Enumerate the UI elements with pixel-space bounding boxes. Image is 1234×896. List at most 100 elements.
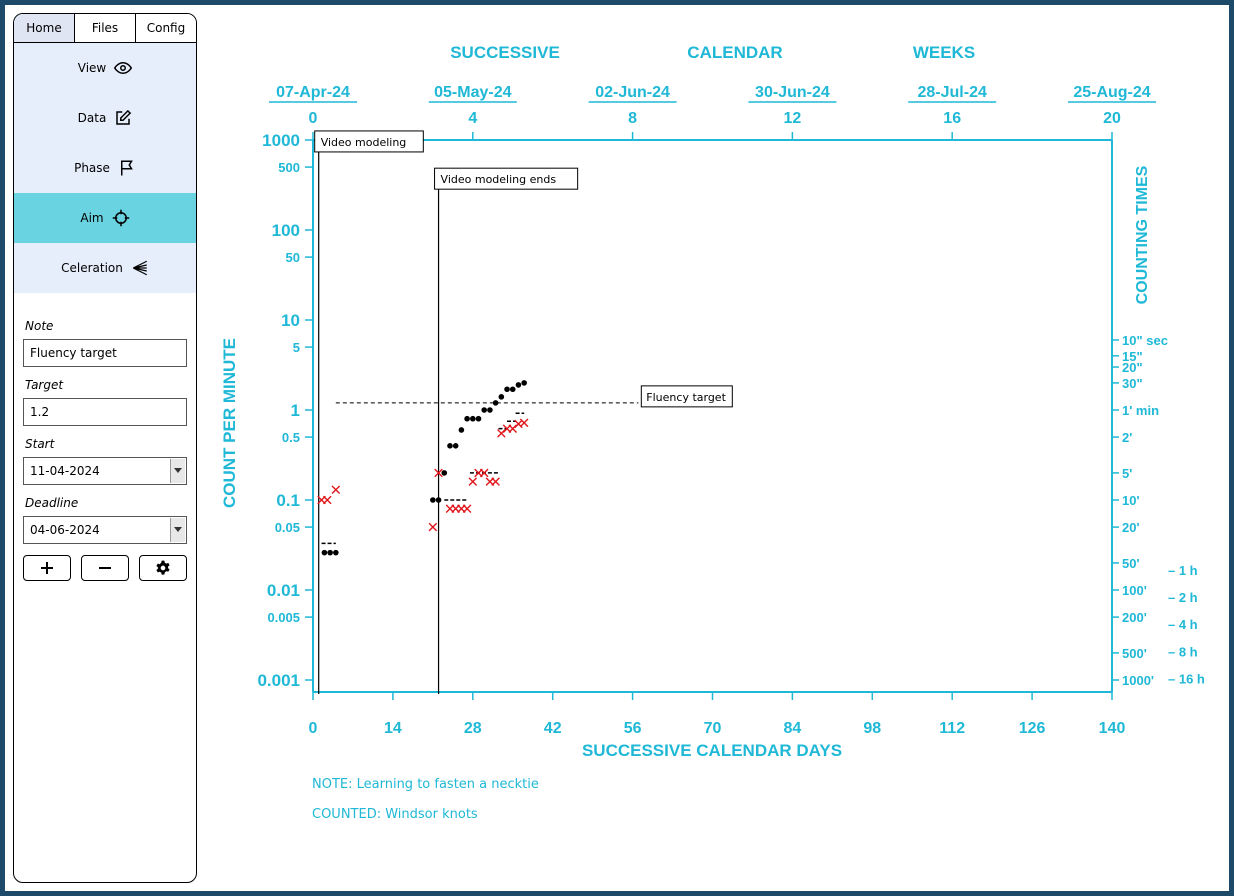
tab-config[interactable]: Config	[136, 14, 196, 42]
correct-point	[504, 386, 510, 393]
error-point	[428, 522, 438, 532]
crosshair-icon	[112, 209, 129, 227]
error-point	[331, 485, 341, 495]
add-aim-button[interactable]	[23, 555, 71, 581]
x-tick-label: 28	[464, 720, 482, 737]
chart-note: NOTE: Learning to fasten a necktie	[312, 777, 539, 792]
hour-tick-label: – 2 h	[1168, 590, 1198, 605]
menu-item-aim[interactable]: Aim	[14, 193, 196, 243]
error-point	[491, 477, 500, 486]
sidebar: Home Files Config View Data Phase Aim Ce…	[13, 13, 197, 883]
aim-settings-button[interactable]	[139, 555, 187, 581]
time-tick-label: 1' min	[1122, 403, 1159, 418]
minus-icon	[99, 567, 111, 569]
time-tick-label: 10" sec	[1122, 333, 1168, 348]
menu-item-data[interactable]: Data	[14, 93, 196, 143]
x-tick-label: 42	[544, 720, 562, 737]
correct-point	[464, 415, 470, 422]
date-label: 30-Jun-24	[755, 84, 830, 101]
deadline-label: Deadline	[25, 496, 79, 510]
x-tick-label: 84	[784, 720, 802, 737]
y-tick-label: 10	[281, 311, 300, 330]
date-label: 02-Jun-24	[595, 84, 670, 101]
y-tick-label: 0.005	[267, 610, 300, 625]
menu-item-phase[interactable]: Phase	[14, 143, 196, 193]
note-label: Note	[25, 319, 54, 333]
correct-point	[447, 443, 453, 449]
error-point	[497, 429, 506, 438]
y-tick-label: 50	[286, 250, 300, 265]
tab-files[interactable]: Files	[75, 14, 136, 42]
time-tick-label: 50'	[1122, 556, 1140, 571]
correct-point	[521, 380, 527, 386]
week-tick-label: 0	[309, 110, 318, 127]
time-tick-label: 500'	[1122, 646, 1147, 661]
menu-item-label: Data	[77, 111, 107, 125]
correct-point	[492, 400, 499, 406]
correct-point	[333, 549, 339, 556]
y-tick-label: 100	[272, 221, 300, 240]
top-title-word: SUCCESSIVE	[450, 43, 560, 62]
aim-form: Note Fluency target Target 1.2 Start 11-…	[14, 293, 196, 581]
x-tick-label: 126	[1019, 720, 1046, 737]
correct-point	[321, 549, 328, 556]
y-tick-label: 1000	[262, 131, 300, 150]
correct-point	[509, 386, 516, 393]
remove-aim-button[interactable]	[81, 555, 129, 581]
x-axis-label: SUCCESSIVE CALENDAR DAYS	[582, 741, 842, 760]
chevron-down-icon[interactable]	[170, 518, 185, 542]
y-tick-label: 1	[291, 401, 300, 420]
y-tick-label: 5	[293, 340, 300, 355]
error-point	[322, 495, 332, 505]
y-axis-label: COUNT PER MINUTE	[220, 338, 239, 508]
date-label: 28-Jul-24	[918, 84, 987, 101]
y-tick-label: 0.1	[276, 491, 300, 510]
date-label: 05-May-24	[434, 84, 511, 101]
start-date-value: 11-04-2024	[30, 464, 100, 478]
correct-point	[435, 497, 442, 503]
date-label: 07-Apr-24	[276, 84, 350, 101]
time-tick-label: 15"	[1122, 349, 1143, 364]
y-tick-label: 0.5	[282, 430, 300, 445]
note-input[interactable]: Fluency target	[23, 339, 187, 367]
x-tick-label: 70	[704, 720, 722, 737]
time-tick-label: 20'	[1122, 520, 1140, 535]
error-point	[479, 468, 489, 478]
time-tick-label: 100'	[1122, 583, 1147, 598]
time-tick-label: 20"	[1122, 360, 1143, 375]
time-tick-label: 2'	[1122, 430, 1132, 445]
tab-home[interactable]: Home	[14, 14, 75, 42]
menu-item-celeration[interactable]: Celeration	[14, 243, 196, 293]
x-tick-label: 140	[1099, 720, 1126, 737]
x-tick-label: 98	[863, 720, 881, 737]
sidebar-tabs: Home Files Config	[14, 14, 196, 43]
correct-point	[515, 382, 522, 388]
chevron-down-icon[interactable]	[170, 459, 185, 483]
error-point	[434, 468, 443, 478]
week-tick-label: 8	[628, 110, 637, 127]
hour-tick-label: – 16 h	[1168, 671, 1205, 686]
week-tick-label: 16	[943, 110, 961, 127]
aim-label: Fluency target	[646, 391, 726, 404]
correct-point	[458, 427, 465, 433]
menu-item-label: Celeration	[61, 261, 123, 275]
target-input[interactable]: 1.2	[23, 398, 187, 426]
time-tick-label: 30"	[1122, 376, 1143, 391]
correct-point	[452, 443, 459, 449]
celeration-fan-icon	[132, 260, 147, 276]
time-tick-label: 5'	[1122, 466, 1132, 481]
correct-point	[327, 549, 333, 556]
deadline-date-value: 04-06-2024	[30, 523, 100, 537]
week-tick-label: 12	[784, 110, 802, 127]
menu-item-view[interactable]: View	[14, 43, 196, 93]
phase-label-box	[434, 167, 579, 190]
week-tick-label: 4	[468, 110, 477, 127]
start-date-select[interactable]: 11-04-2024	[23, 457, 187, 485]
time-tick-label: 1000'	[1122, 673, 1154, 688]
x-tick-label: 14	[384, 720, 402, 737]
phase-label: Video modeling	[321, 136, 407, 149]
deadline-date-select[interactable]: 04-06-2024	[23, 516, 187, 544]
top-title-word: WEEKS	[913, 43, 975, 62]
right-axis-label: COUNTING TIMES	[1134, 165, 1151, 304]
date-label: 25-Aug-24	[1073, 84, 1150, 101]
